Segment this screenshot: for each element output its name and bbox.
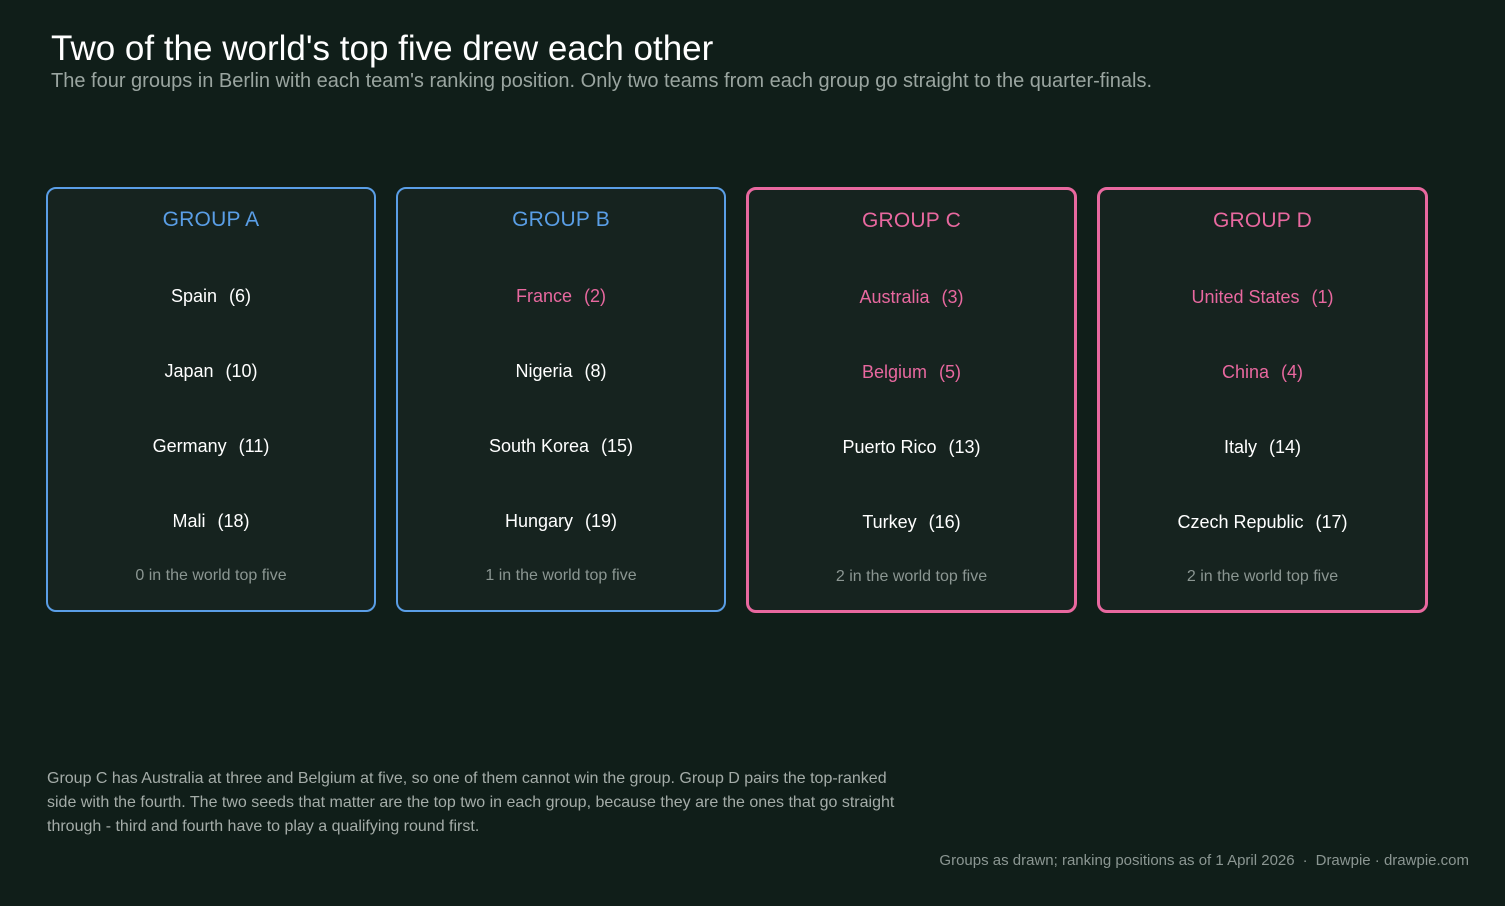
team-name: Spain [170,286,218,306]
group-top-five-count: 2 in the world top five [1186,568,1339,585]
team-row: Spain (6) [48,286,374,307]
team-name: China [1221,362,1270,382]
group-top-five-count: 2 in the world top five [835,568,988,585]
team-row: Nigeria (8) [398,361,724,382]
team-name: Nigeria [515,361,573,381]
team-rank: (6) [229,286,252,306]
group-card-d: GROUP D United States (1) China (4) Italy (… [1097,187,1428,613]
team-name: Puerto Rico [842,437,937,457]
team-rank: (16) [928,512,961,532]
team-name: Australia [859,287,930,307]
footer-separator: · [1302,852,1308,869]
team-row: China (4) [1100,362,1425,383]
team-row: Australia (3) [749,287,1074,308]
team-row: Czech Republic (17) [1100,512,1425,533]
team-name: Belgium [861,362,928,382]
team-row: Turkey (16) [749,512,1074,533]
group-top-five-count: 1 in the world top five [485,567,637,584]
team-row: South Korea (15) [398,436,724,457]
group-title: GROUP A [162,208,260,231]
group-card-a: GROUP A Spain (6) Japan (10) Germany (11) M… [46,187,376,612]
team-name: Mali [172,511,206,531]
team-rank: (15) [601,436,634,456]
source-note: Groups as drawn; ranking positions as of… [939,852,1295,869]
team-name: Hungary [504,511,574,531]
team-rank: (4) [1281,362,1304,382]
team-name: United States [1191,287,1300,307]
team-name: Czech Republic [1177,512,1304,532]
footer: Groups as drawn; ranking positions as of… [939,852,1469,869]
group-card-b: GROUP B France (2) Nigeria (8) South Korea… [396,187,726,612]
team-rank: (11) [238,436,270,456]
page-subtitle: The four groups in Berlin with each team… [51,70,1153,92]
explanatory-note: Group C has Australia at three and Belgi… [47,770,895,835]
team-rank: (19) [585,511,618,531]
team-name: Italy [1223,437,1257,457]
team-name: Turkey [862,512,917,532]
page-title: Two of the world's top five drew each ot… [51,29,714,68]
team-rank: (2) [584,286,607,306]
team-row: Mali (18) [48,511,374,532]
group-title: GROUP D [1212,209,1313,232]
team-rank: (1) [1311,287,1334,307]
team-rank: (5) [939,362,962,382]
team-rank: (14) [1269,437,1302,457]
team-row: Belgium (5) [749,362,1074,383]
team-rank: (8) [584,361,607,381]
team-row: Puerto Rico (13) [749,437,1074,458]
team-rank: (13) [948,437,981,457]
team-name: Germany [152,436,227,456]
group-top-five-count: 0 in the world top five [135,567,287,584]
team-rank: (18) [217,511,250,531]
team-rank: (17) [1315,512,1348,532]
team-row: United States (1) [1100,287,1425,308]
team-row: Japan (10) [48,361,374,382]
team-row: Italy (14) [1100,437,1425,458]
team-name: South Korea [488,436,590,456]
group-title: GROUP C [861,209,962,232]
group-card-c: GROUP C Australia (3) Belgium (5) Puerto R… [746,187,1077,613]
group-title: GROUP B [512,208,610,231]
team-row: Hungary (19) [398,511,724,532]
team-rank: (10) [225,361,258,381]
credit: Drawpie · drawpie.com [1315,852,1469,869]
team-name: France [515,286,573,306]
team-row: France (2) [398,286,724,307]
team-name: Japan [164,361,214,381]
team-rank: (3) [941,287,964,307]
team-row: Germany (11) [48,436,374,457]
